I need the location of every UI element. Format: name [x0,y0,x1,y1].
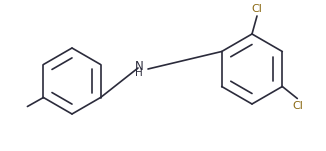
Text: H: H [135,68,143,78]
Text: Cl: Cl [293,101,304,111]
Text: N: N [135,59,143,72]
Text: Cl: Cl [252,4,262,14]
